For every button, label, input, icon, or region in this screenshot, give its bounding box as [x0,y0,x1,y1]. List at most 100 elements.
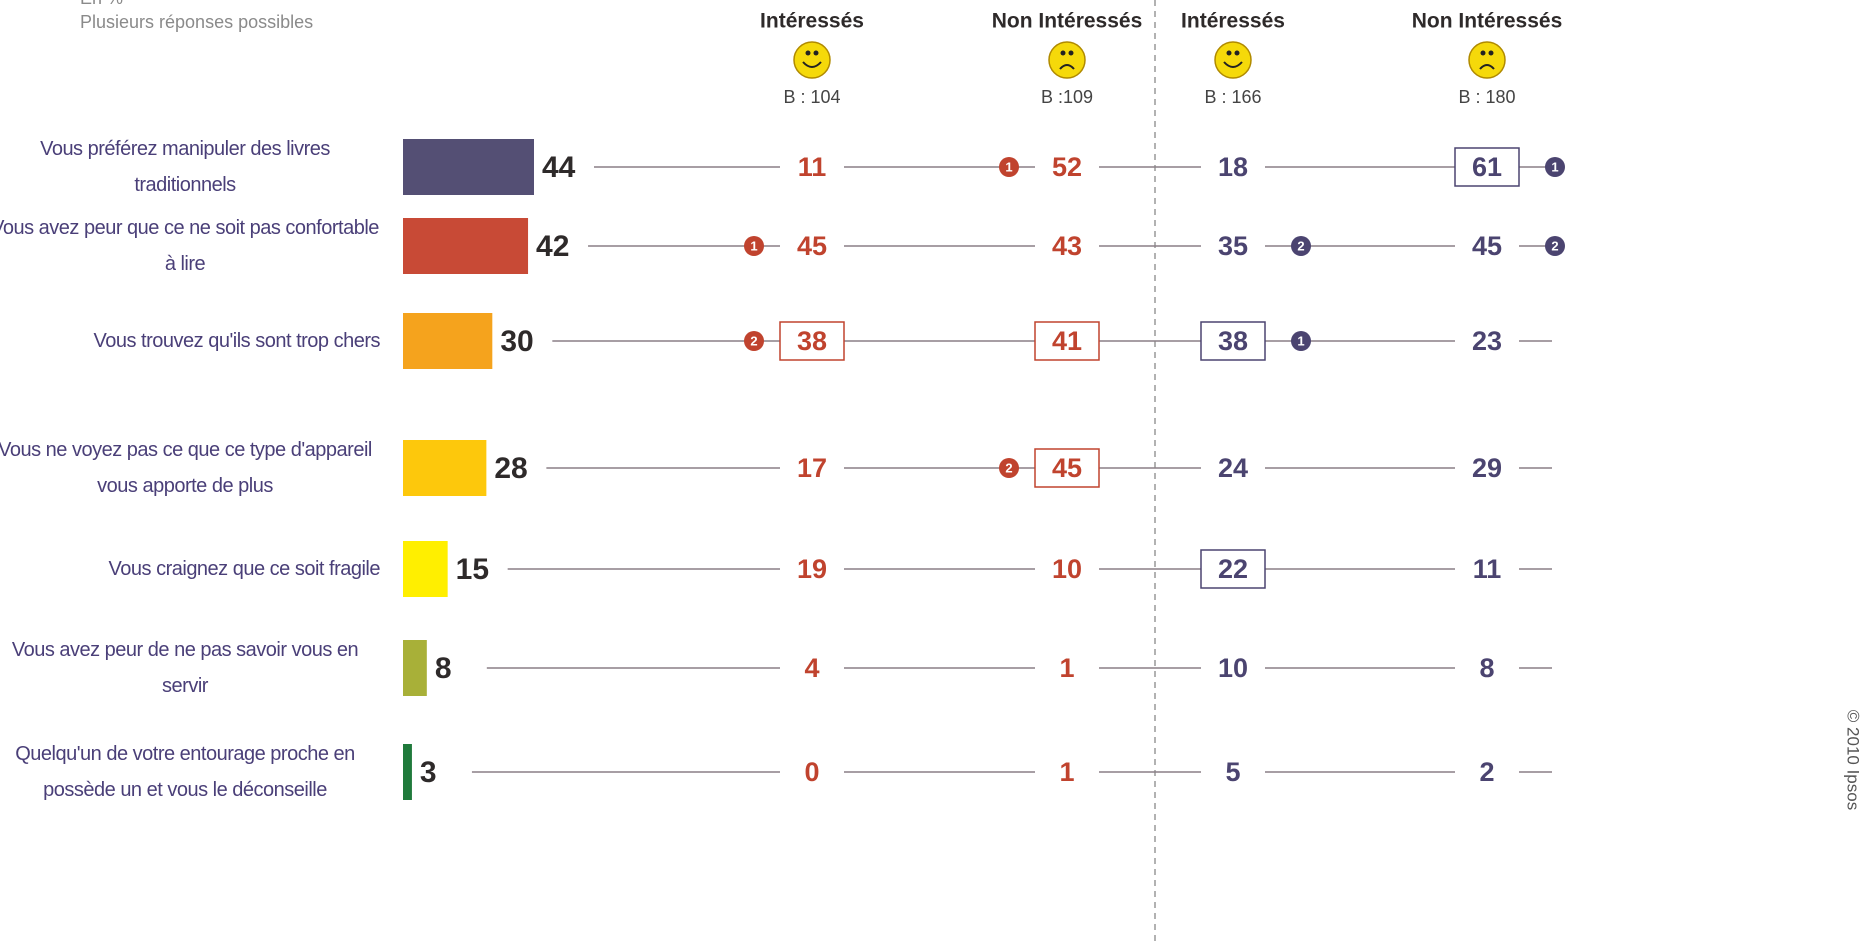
bar [403,313,493,369]
column-value: 10 [1218,653,1248,683]
category-label: Quelqu'un de votre entourage proche en p… [0,736,380,808]
column-value: 45 [797,231,827,261]
column-value: 18 [1218,152,1248,182]
value-bg [1455,753,1519,791]
category-text: Quelqu'un de votre entourage proche en p… [15,743,355,801]
bar-value: 8 [435,652,452,685]
category-label: Vous trouvez qu'ils sont trop chers [0,323,381,359]
column-value: 61 [1472,152,1502,182]
bar [403,640,427,696]
bar-value: 42 [536,230,569,263]
column-value: 52 [1052,152,1082,182]
rank-label: 2 [750,333,757,348]
rank-badge [1291,236,1311,256]
category-text: Vous trouvez qu'ils sont trop chers [93,330,381,352]
smiley-eye [1060,50,1066,56]
category-label: Vous préférez manipuler des livres tradi… [0,131,380,203]
rank-badge [999,157,1019,177]
highlight-box [779,321,845,361]
rank-badge [1545,236,1565,256]
smiley-face [1214,41,1252,79]
value-bg [780,550,844,588]
value-bg [1201,449,1265,487]
column-header: Intéressés [760,10,864,33]
value-bg [1455,227,1519,265]
smiley [793,41,831,79]
smiley-eye [805,50,811,56]
category-label: Vous ne voyez pas ce que ce type d'appar… [0,432,380,504]
column-value: 23 [1472,326,1502,356]
note: Plusieurs réponses possibles [80,12,314,32]
rank-label: 1 [1297,333,1304,348]
value-bg [1035,649,1099,687]
smiley-mouth [802,61,822,68]
rank-label: 2 [1297,238,1304,253]
copyright: © 2010 Ipsos [1844,710,1861,810]
value-bg [1035,753,1099,791]
value-bg [1455,550,1519,588]
column-value: 8 [1479,653,1494,683]
column-value: 19 [797,554,827,584]
value-bg [780,227,844,265]
bar [403,139,534,195]
rank-label: 2 [1551,238,1558,253]
value-bg [780,148,844,186]
value-bg [780,449,844,487]
column-header: Intéressés [1181,10,1285,33]
smiley-mouth [1059,64,1075,70]
value-bg [780,649,844,687]
column-value: 43 [1052,231,1082,261]
value-bg [1201,227,1265,265]
value-bg [1201,148,1265,186]
smiley-mouth [1479,64,1495,70]
column-value: 11 [798,152,827,182]
bar [403,218,529,274]
column-value: 29 [1472,453,1502,483]
rank-badge [999,458,1019,478]
smiley-eye [1068,50,1074,56]
smiley-face [1048,41,1086,79]
value-bg [1035,550,1099,588]
column-value: 35 [1218,231,1248,261]
base-label: B : 166 [1204,87,1261,107]
bar [403,541,448,597]
rank-label: 1 [1551,159,1558,174]
column-header: Non Intéressés [992,10,1143,33]
column-value: 5 [1225,757,1240,787]
value-bg [1455,322,1519,360]
highlight-box [1454,147,1520,187]
smiley-face [793,41,831,79]
base-label: B : 180 [1458,87,1515,107]
column-value: 1 [1059,653,1074,683]
bar-value: 44 [542,151,576,184]
base-label: B :109 [1041,87,1093,107]
value-bg [1201,753,1265,791]
column-value: 17 [797,453,827,483]
value-bg [1455,449,1519,487]
column-value: 38 [1218,326,1248,356]
column-value: 0 [804,757,819,787]
smiley-eye [1234,50,1240,56]
bar [403,744,412,800]
category-text: Vous préférez manipuler des livres tradi… [40,138,330,196]
smiley [1214,41,1252,79]
category-label: Vous avez peur que ce ne soit pas confor… [0,210,380,282]
smiley-mouth [1223,61,1243,68]
smiley [1468,41,1506,79]
category-text: Vous avez peur de ne pas savoir vous en … [11,639,359,697]
value-bg [1455,649,1519,687]
column-header: Non Intéressés [1412,10,1563,33]
highlight-box [1034,321,1100,361]
column-value: 45 [1052,453,1082,483]
column-value: 38 [797,326,827,356]
base-label: B : 104 [783,87,840,107]
category-label: Vous craignez que ce soit fragile [0,551,381,587]
column-value: 10 [1052,554,1082,584]
rank-label: 2 [1005,460,1012,475]
value-bg [1035,227,1099,265]
value-bg [1201,649,1265,687]
bar-value: 3 [420,756,437,789]
column-value: 45 [1472,231,1502,261]
